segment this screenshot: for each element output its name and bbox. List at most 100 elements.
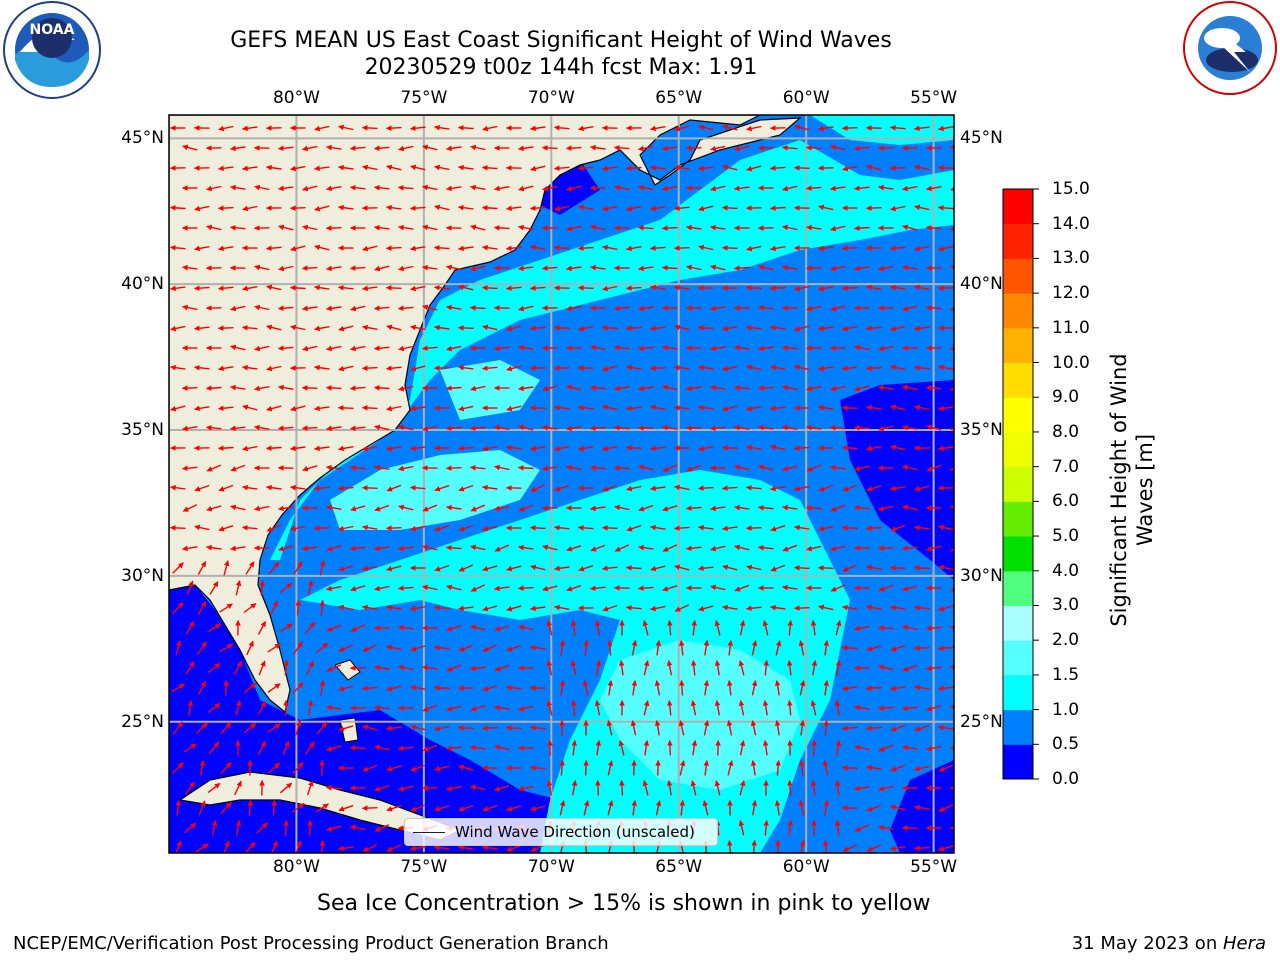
wind-wave-arrow — [209, 581, 219, 595]
wind-wave-arrow — [559, 680, 566, 696]
wind-wave-arrow — [242, 285, 258, 292]
wind-wave-arrow — [470, 385, 486, 392]
wind-wave-arrow — [913, 364, 930, 371]
wind-wave-arrow — [745, 484, 762, 491]
wind-wave-arrow — [602, 244, 618, 251]
wind-wave-arrow — [529, 405, 546, 411]
wind-wave-arrow — [362, 724, 378, 731]
wind-wave-arrow — [703, 720, 710, 736]
wind-wave-arrow — [650, 565, 666, 572]
wind-wave-arrow — [398, 385, 414, 392]
wind-wave-arrow — [169, 525, 186, 531]
wind-wave-arrow — [193, 325, 210, 332]
wind-wave-arrow — [835, 660, 842, 676]
wind-wave-arrow — [421, 345, 438, 352]
wind-wave-arrow — [950, 704, 954, 711]
wind-wave-arrow — [697, 325, 714, 331]
wind-wave-arrow — [290, 484, 306, 491]
colorbar-label-line1: Significant Height of Wind — [1107, 353, 1131, 627]
wind-wave-arrow — [938, 445, 954, 452]
wind-wave-arrow — [823, 800, 830, 816]
nws-logo — [1183, 1, 1277, 95]
wind-wave-arrow — [338, 845, 354, 852]
wind-wave-arrow — [662, 424, 678, 431]
wind-wave-arrow — [457, 204, 474, 211]
wind-wave-arrow — [307, 580, 314, 596]
wind-wave-arrow — [171, 683, 185, 693]
wind-wave-arrow — [794, 364, 810, 371]
wind-wave-arrow — [373, 345, 390, 352]
wind-wave-arrow — [925, 385, 942, 391]
wind-wave-arrow — [410, 684, 426, 691]
wind-wave-arrow — [829, 424, 846, 431]
wind-wave-arrow — [571, 699, 577, 716]
colorbar-segment — [1003, 570, 1033, 606]
wind-wave-arrow — [793, 445, 810, 451]
wind-wave-arrow — [590, 544, 606, 552]
wind-wave-arrow — [691, 619, 698, 636]
wind-wave-arrow — [553, 524, 570, 531]
colorbar-tick-label: 5.0 — [1052, 526, 1080, 547]
wind-wave-arrow — [278, 545, 294, 552]
wind-wave-arrow — [649, 365, 666, 371]
wind-wave-arrow — [293, 641, 303, 655]
wind-wave-arrow — [445, 545, 462, 551]
wind-wave-arrow — [350, 345, 366, 352]
wind-wave-arrow — [679, 679, 685, 696]
wind-wave-arrow — [902, 624, 918, 631]
wind-wave-arrow — [542, 585, 558, 592]
wind-wave-arrow — [362, 604, 378, 611]
wind-wave-arrow — [314, 405, 330, 412]
wind-wave-arrow — [266, 524, 282, 532]
wind-wave-arrow — [506, 844, 522, 852]
wind-wave-arrow — [926, 185, 942, 192]
wind-wave-arrow — [374, 784, 390, 792]
wind-wave-arrow — [950, 144, 954, 151]
wind-wave-arrow — [410, 324, 426, 331]
wind-wave-arrow — [386, 405, 402, 412]
wind-wave-arrow — [446, 584, 462, 591]
wind-wave-arrow — [914, 404, 930, 411]
wind-wave-arrow — [242, 484, 258, 491]
wind-wave-arrow — [361, 805, 378, 811]
wind-wave-arrow — [890, 284, 906, 291]
wind-wave-arrow — [949, 825, 954, 831]
wind-wave-arrow — [866, 604, 882, 611]
wind-wave-arrow — [350, 824, 366, 831]
wind-wave-arrow — [254, 424, 270, 431]
wind-wave-arrow — [181, 385, 198, 391]
wind-wave-arrow — [205, 385, 222, 391]
wind-wave-arrow — [553, 404, 570, 411]
wind-wave-arrow — [553, 325, 570, 331]
wind-wave-arrow — [769, 205, 786, 211]
wind-wave-arrow — [853, 145, 870, 152]
wind-wave-arrow — [482, 324, 498, 331]
wind-wave-arrow — [207, 702, 221, 714]
wind-wave-arrow — [194, 405, 210, 412]
wind-wave-arrow — [914, 325, 930, 332]
wind-wave-arrow — [254, 304, 270, 311]
wind-wave-arrow — [673, 205, 690, 212]
wind-wave-arrow — [182, 144, 198, 151]
wind-wave-arrow — [798, 760, 805, 776]
wind-wave-arrow — [230, 545, 246, 552]
wind-wave-arrow — [650, 205, 666, 212]
wind-wave-arrow — [890, 644, 906, 652]
wind-wave-arrow — [937, 205, 954, 211]
wind-wave-arrow — [546, 700, 553, 716]
lat-tick-label-right: 45°N — [960, 128, 1003, 149]
wind-wave-arrow — [721, 485, 738, 491]
wind-wave-arrow — [607, 639, 613, 656]
wind-wave-arrow — [577, 165, 594, 171]
wind-wave-arrow — [542, 465, 558, 472]
wind-wave-arrow — [506, 605, 522, 612]
wind-wave-arrow — [650, 485, 666, 492]
wind-wave-arrow — [282, 740, 290, 756]
wind-wave-arrow — [256, 822, 268, 834]
wind-wave-arrow — [698, 205, 714, 212]
wind-wave-arrow — [242, 364, 258, 371]
wind-wave-arrow — [781, 345, 798, 351]
wind-wave-arrow — [529, 644, 546, 651]
wind-wave-arrow — [662, 384, 678, 391]
wind-wave-arrow — [775, 759, 781, 776]
